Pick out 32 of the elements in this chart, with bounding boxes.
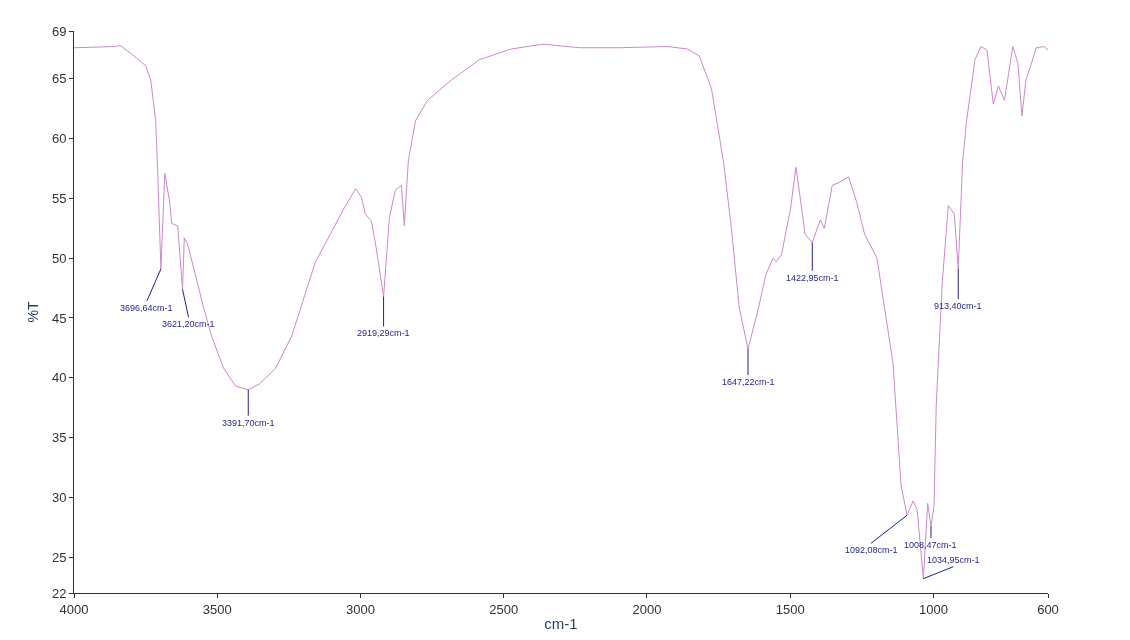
y-tick-label: 69 (51, 23, 67, 39)
y-tick-label: 65 (51, 71, 67, 87)
x-tick-label: 1000 (918, 601, 948, 617)
x-tick-label: 2500 (489, 601, 519, 617)
y-tick-label: 45 (51, 310, 67, 326)
x-tick-label: 1500 (775, 601, 805, 617)
y-tick-label: 22 (51, 585, 67, 601)
y-tick-label: 55 (51, 190, 67, 206)
x-tick-label: 3000 (346, 601, 375, 617)
y-tick-label: 25 (51, 549, 67, 565)
annotation: 1034,95cm-1 (927, 555, 980, 565)
y-tick-label: 35 (51, 430, 67, 446)
line-series (74, 43, 1048, 580)
annotation: 1008,47cm-1 (904, 540, 957, 550)
y-tick-label: 60 (51, 131, 67, 147)
annotation: 3621,20cm-1 (162, 319, 215, 329)
annotation: 3696,64cm-1 (120, 303, 173, 313)
y-tick-label: 30 (51, 489, 67, 505)
annotation: 2919,29cm-1 (357, 328, 410, 338)
x-axis-title: cm-1 (544, 614, 578, 632)
x-tick-label: 600 (1037, 601, 1059, 617)
x-tick-label: 4000 (59, 601, 89, 617)
annotation: 1647,22cm-1 (722, 377, 775, 387)
x-tick-label: 2000 (632, 601, 662, 617)
y-tick-label: 40 (51, 370, 67, 386)
annotation: 3391,70cm-1 (222, 418, 275, 428)
annotation: 1092,08cm-1 (845, 545, 898, 555)
y-axis-title: %T (24, 301, 41, 323)
annotation: 913,40cm-1 (934, 301, 982, 311)
x-tick-label: 3500 (202, 601, 232, 617)
y-tick-label: 50 (51, 250, 67, 266)
annotation: 1422,95cm-1 (786, 273, 839, 283)
